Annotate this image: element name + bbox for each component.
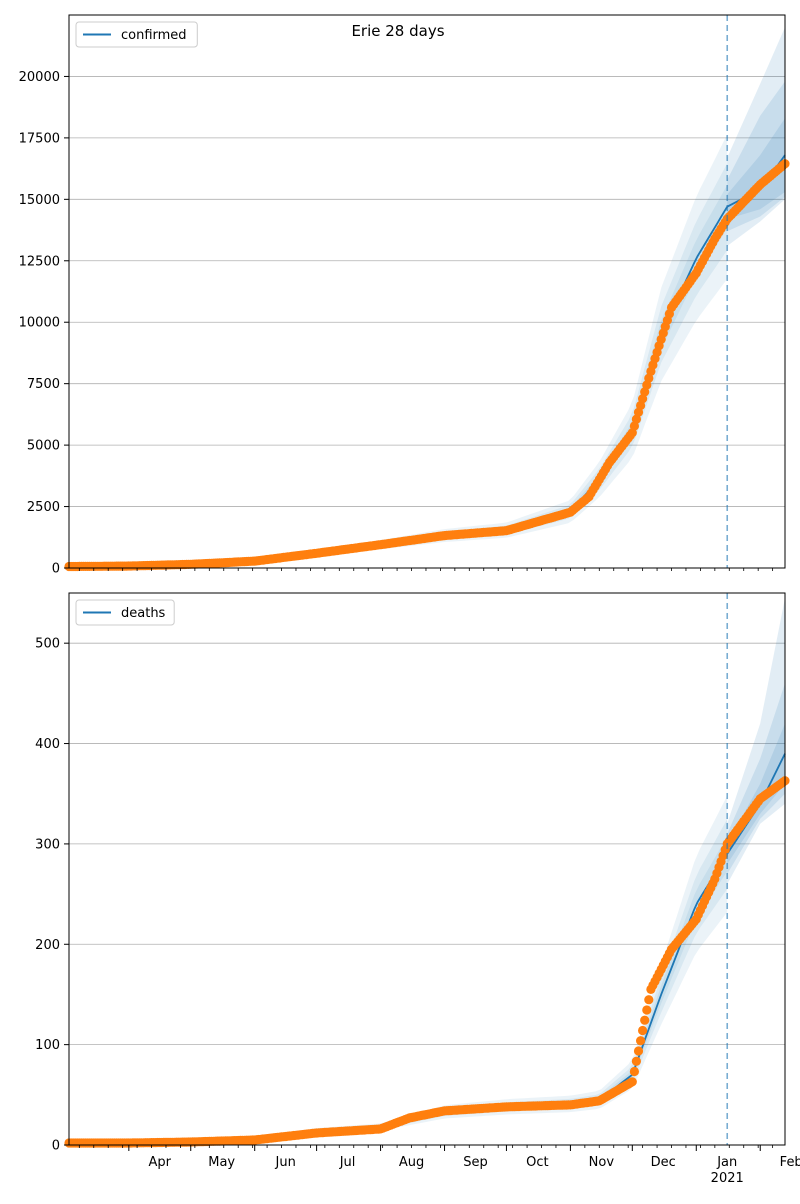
chart-title: Erie 28 days	[351, 22, 444, 40]
y-tick-label: 7500	[27, 377, 60, 392]
y-tick-label: 500	[35, 637, 60, 652]
observed-point	[638, 1025, 648, 1036]
y-tick-label: 0	[52, 1139, 60, 1154]
x-tick-label: Nov	[589, 1155, 615, 1170]
confirmed-x-minor-ticks	[78, 568, 774, 571]
observed-point	[631, 414, 642, 424]
forecast-band	[727, 81, 785, 232]
forecast-band	[727, 118, 785, 219]
x-year-label: 2021	[711, 1171, 744, 1186]
confirmed-legend: confirmed	[75, 21, 198, 48]
legend-box	[75, 599, 175, 626]
y-tick-label: 2500	[27, 500, 60, 515]
x-tick-label: Jul	[339, 1155, 356, 1170]
x-tick-label: Dec	[651, 1155, 676, 1170]
y-tick-label: 17500	[19, 131, 60, 146]
x-tick-label: Jun	[275, 1155, 296, 1170]
confirmed-axes-frame	[68, 14, 786, 569]
confirmed-y-ticks: 0 2500 5000 7500 10000 12500 15000 17500 20000	[19, 70, 69, 577]
observed-point	[644, 995, 654, 1005]
observed-point	[629, 1066, 640, 1077]
y-tick-label: 0	[52, 562, 60, 577]
y-tick-label: 100	[35, 1038, 60, 1053]
legend-box	[75, 21, 198, 48]
forecast-band	[727, 27, 785, 246]
observed-point	[640, 387, 650, 397]
y-tick-label: 400	[35, 737, 60, 752]
x-tick-label: Apr	[149, 1155, 172, 1170]
observed-point	[642, 1005, 652, 1015]
x-tick-label: May	[208, 1155, 235, 1170]
observed-point	[640, 1015, 650, 1025]
legend-label: confirmed	[121, 28, 187, 43]
x-tick-label: Sep	[463, 1155, 488, 1170]
confirmed-observed-points	[64, 159, 790, 572]
observed-point	[636, 1036, 646, 1046]
y-tick-label: 15000	[19, 193, 60, 208]
x-tick-label: Oct	[526, 1155, 548, 1170]
x-tick-label: Jan	[716, 1155, 737, 1170]
y-tick-label: 20000	[19, 70, 60, 85]
legend-label: deaths	[121, 606, 166, 621]
deaths-panel: 0 100 200 300 400 500 Apr May Jun Jul Aug Sep Oct No…	[35, 592, 800, 1186]
y-tick-label: 5000	[27, 439, 60, 454]
observed-point	[631, 1056, 642, 1066]
forecast-band	[727, 598, 785, 885]
observed-point	[633, 1046, 644, 1056]
x-tick-label: Aug	[399, 1155, 424, 1170]
deaths-legend: deaths	[75, 599, 175, 626]
observed-point	[627, 1077, 637, 1087]
y-tick-label: 12500	[19, 254, 60, 269]
y-tick-label: 10000	[19, 316, 60, 331]
y-tick-label: 300	[35, 837, 60, 852]
confirmed-forecast-bands	[69, 27, 785, 567]
y-tick-label: 200	[35, 938, 60, 953]
deaths-y-ticks: 0 100 200 300 400 500	[35, 637, 69, 1154]
confirmed-panel: 0 2500 5000 7500 10000 12500 15000 17500 20000 c…	[19, 14, 790, 577]
x-tick-label: Feb	[780, 1155, 800, 1170]
deaths-axes-frame	[68, 592, 786, 1146]
